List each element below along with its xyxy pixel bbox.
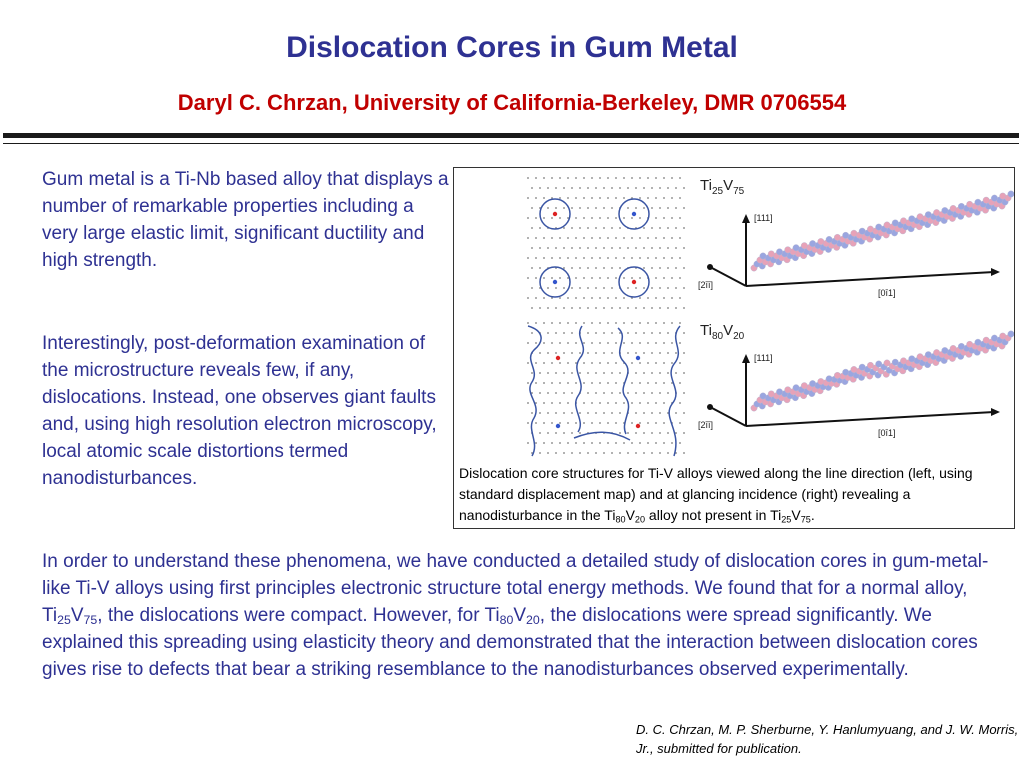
- divider-thick: [3, 133, 1019, 138]
- svg-text:Ti25V75: Ti25V75: [700, 177, 745, 197]
- axis-label-111-bottom: [111]: [754, 353, 773, 363]
- intro-paragraph-2: Interestingly, post-deformation examinat…: [42, 333, 437, 489]
- axis-label-111-top: [111]: [754, 213, 773, 223]
- axis-label-0-11-top: [0ī1]: [878, 288, 896, 298]
- intro-paragraph-1: Gum metal is a Ti-Nb based alloy that di…: [42, 169, 449, 271]
- displacement-map-ti80v20: [527, 322, 685, 457]
- axes-top: [111] [2īī] [0ī1]: [698, 213, 1000, 298]
- axis-label-2-11-top: [2īī]: [698, 280, 713, 290]
- citation: D. C. Chrzan, M. P. Sherburne, Y. Hanlum…: [636, 722, 1019, 756]
- author-line: Daryl C. Chrzan, University of Californi…: [177, 90, 847, 115]
- label-ti25v75: Ti25V75: [700, 177, 745, 197]
- axes-bottom: [111] [2īī] [0ī1]: [698, 353, 1000, 438]
- page-title: Dislocation Cores in Gum Metal: [286, 31, 738, 64]
- figure-graphic: Ti25V75 Ti80V20 [111] [2īī] [0ī1]: [527, 177, 1014, 457]
- axis-label-2-11-bottom: [2īī]: [698, 420, 713, 430]
- atom-slab-ti80v20: [750, 330, 1014, 412]
- atom-slab-ti25v75: [750, 190, 1014, 272]
- displacement-map-ti25v75: [527, 177, 685, 309]
- divider-thin: [3, 143, 1019, 144]
- label-ti80v20: Ti80V20: [700, 322, 745, 342]
- svg-text:Ti80V20: Ti80V20: [700, 322, 745, 342]
- axis-label-0-11-bottom: [0ī1]: [878, 428, 896, 438]
- main-paragraph: In order to understand these phenomena, …: [42, 551, 989, 680]
- figure-panel: Ti25V75 Ti80V20 [111] [2īī] [0ī1]: [453, 167, 1015, 529]
- figure-caption: Dislocation core structures for Ti-V all…: [459, 465, 973, 525]
